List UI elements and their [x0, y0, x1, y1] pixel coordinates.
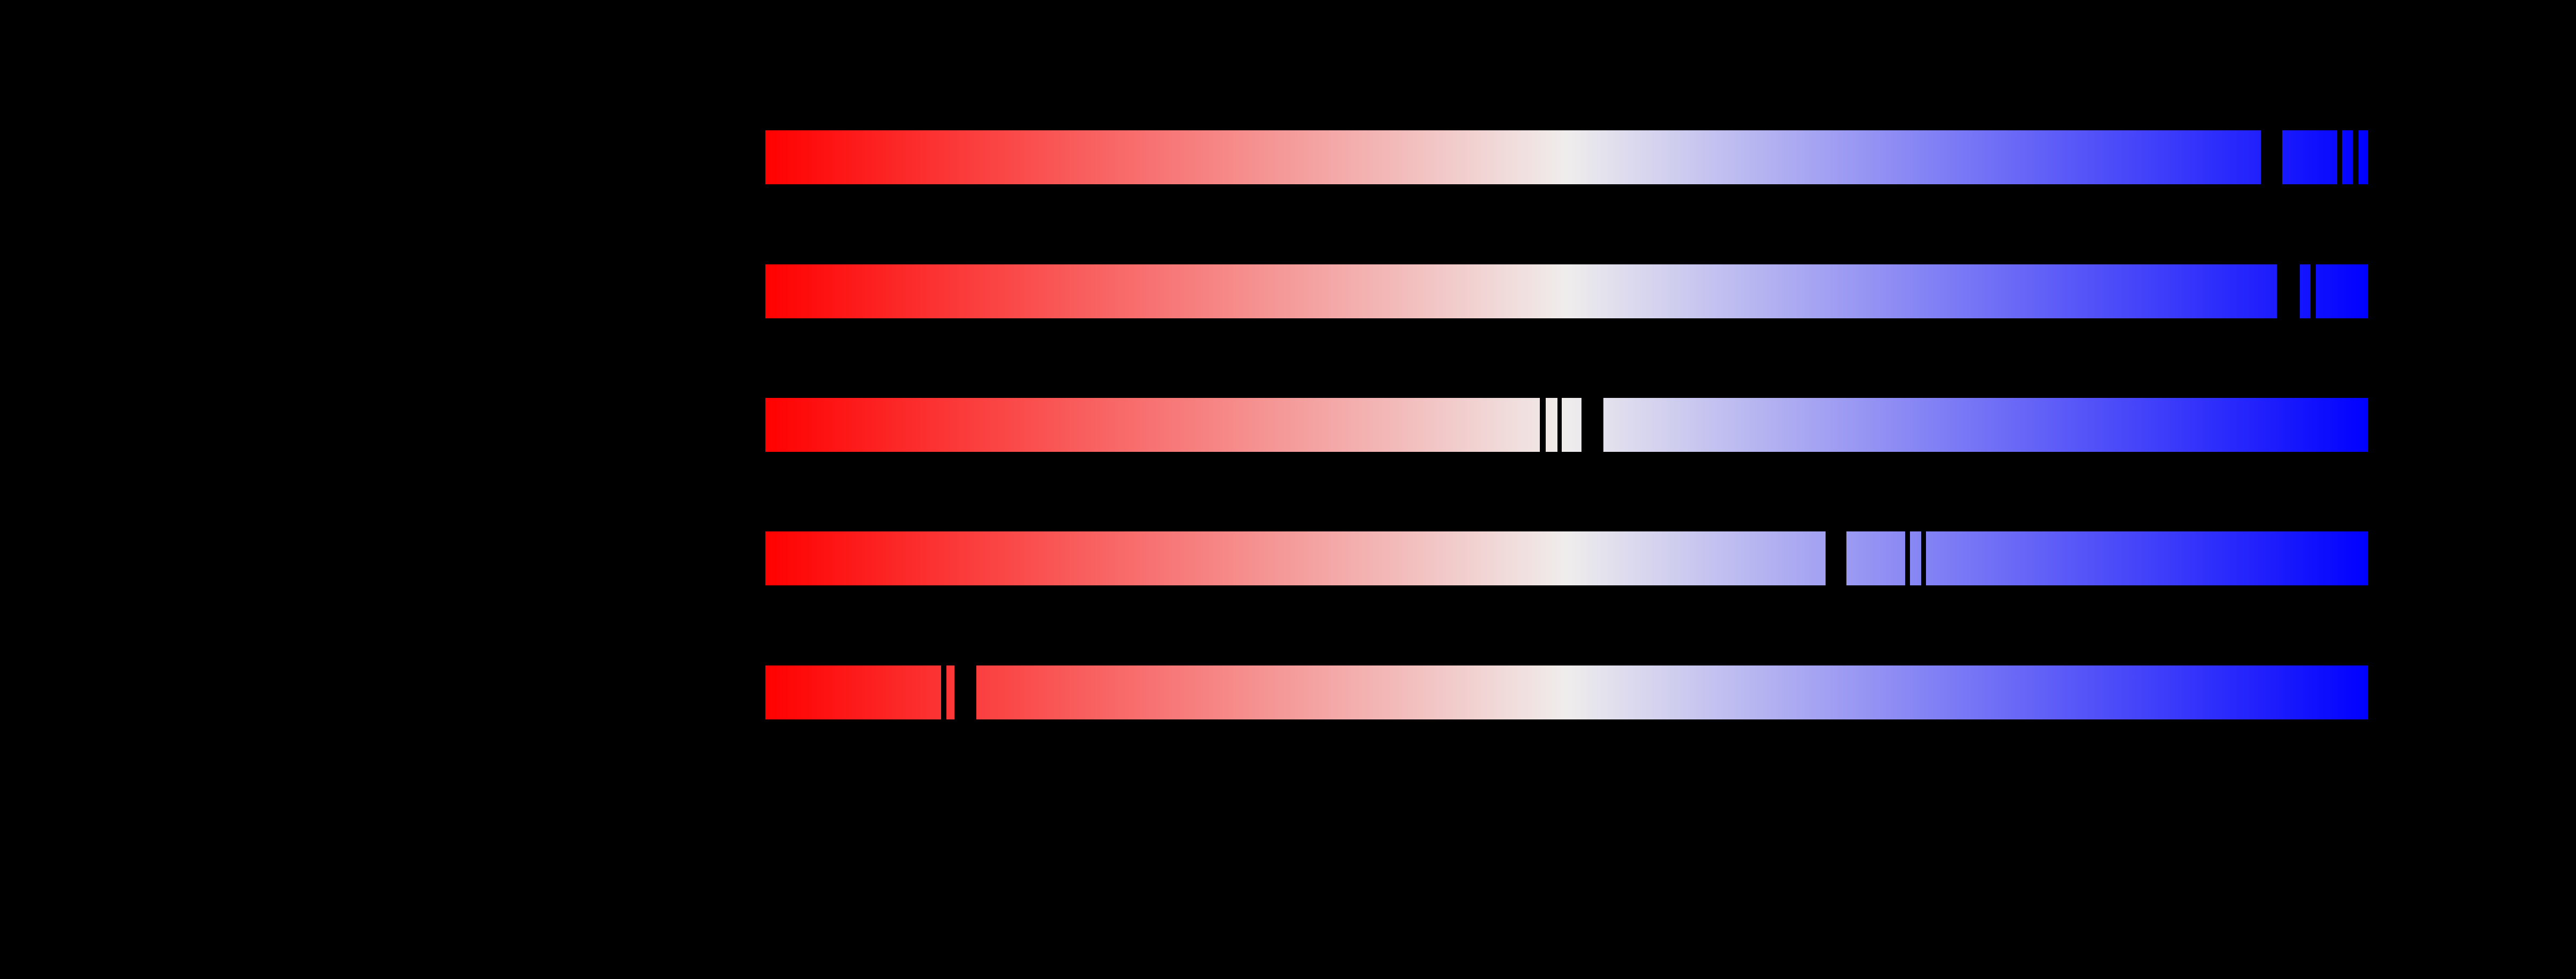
- tick-mark: [1581, 398, 1603, 452]
- tick-mark: [2353, 130, 2359, 184]
- tick-mark: [1557, 398, 1562, 452]
- tick-mark: [1826, 531, 1846, 585]
- tick-mark: [2311, 264, 2316, 318]
- gradient-strip-1: [765, 130, 2368, 184]
- tick-mark: [2261, 130, 2282, 184]
- tick-mark: [2277, 264, 2300, 318]
- gradient-strip-5: [765, 665, 2368, 719]
- tick-mark: [1921, 531, 1926, 585]
- gradient-strip-4: [765, 531, 2368, 585]
- gradient-strip-3: [765, 398, 2368, 452]
- tick-mark: [1905, 531, 1910, 585]
- tick-mark: [2337, 130, 2342, 184]
- tick-mark: [941, 665, 946, 719]
- tick-mark: [954, 665, 976, 719]
- gradient-strip-2: [765, 264, 2368, 318]
- tick-mark: [1540, 398, 1546, 452]
